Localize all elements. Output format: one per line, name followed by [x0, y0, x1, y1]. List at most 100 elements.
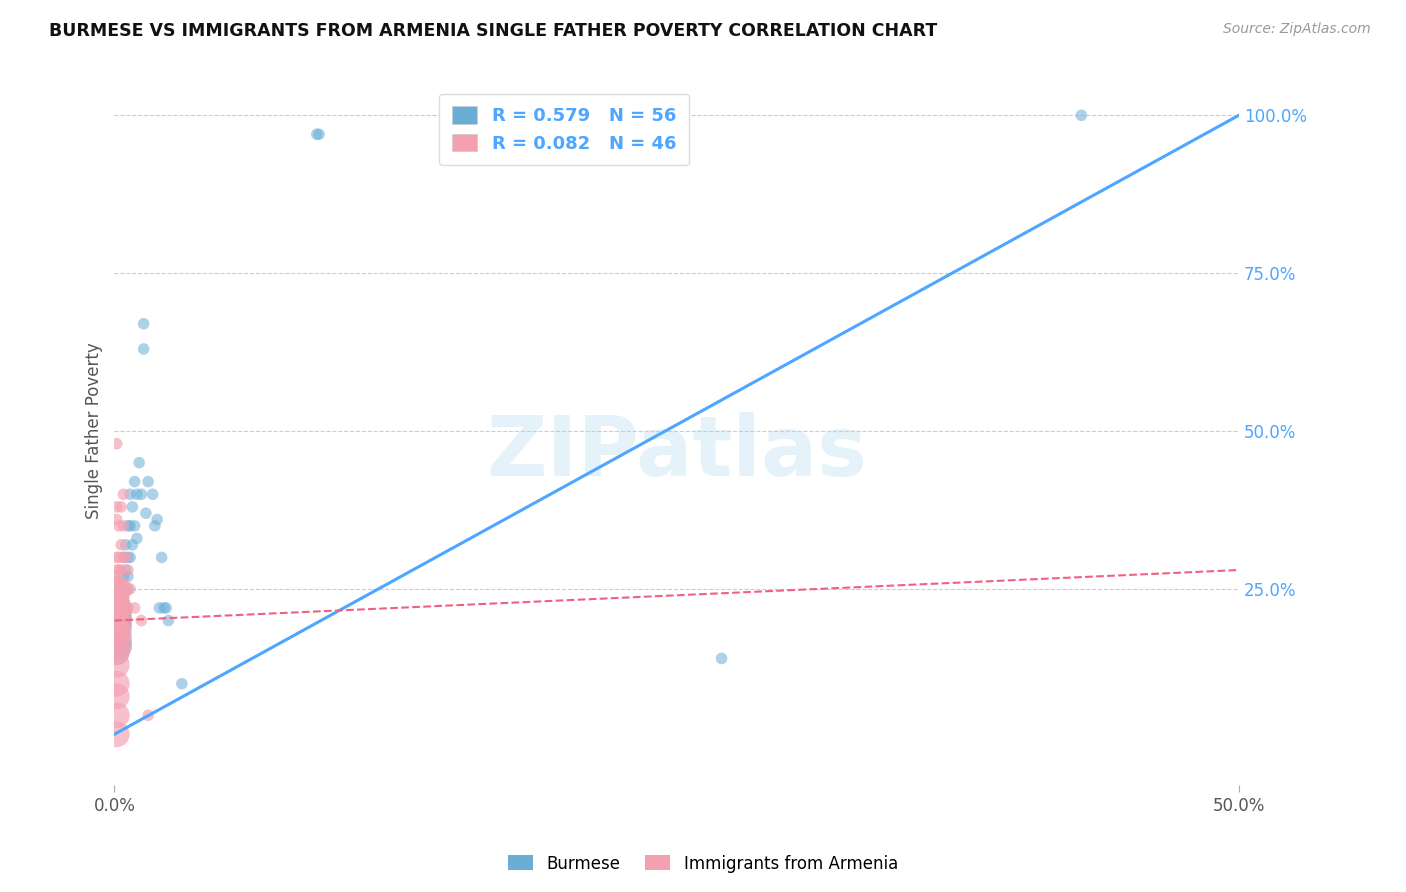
Point — [108, 620, 131, 634]
Point — [121, 538, 143, 552]
Point — [110, 500, 132, 514]
Point — [117, 601, 139, 615]
Point — [143, 518, 166, 533]
Point — [108, 639, 131, 653]
Point — [108, 601, 131, 615]
Point — [108, 518, 131, 533]
Point — [305, 128, 328, 142]
Point — [108, 626, 131, 640]
Point — [114, 538, 136, 552]
Legend: R = 0.579   N = 56, R = 0.082   N = 46: R = 0.579 N = 56, R = 0.082 N = 46 — [440, 94, 689, 165]
Point — [170, 676, 193, 690]
Point — [117, 550, 139, 565]
Text: ZIPatlas: ZIPatlas — [486, 412, 868, 492]
Text: BURMESE VS IMMIGRANTS FROM ARMENIA SINGLE FATHER POVERTY CORRELATION CHART: BURMESE VS IMMIGRANTS FROM ARMENIA SINGL… — [49, 22, 938, 40]
Point — [105, 657, 128, 672]
Point — [108, 639, 131, 653]
Point — [121, 500, 143, 514]
Point — [108, 607, 131, 622]
Point — [105, 626, 128, 640]
Point — [105, 582, 128, 596]
Point — [105, 607, 128, 622]
Point — [112, 569, 135, 583]
Point — [105, 620, 128, 634]
Point — [112, 518, 135, 533]
Point — [105, 594, 128, 608]
Point — [120, 487, 142, 501]
Point — [153, 601, 176, 615]
Point — [131, 487, 153, 501]
Point — [112, 550, 135, 565]
Point — [110, 538, 132, 552]
Point — [108, 614, 131, 628]
Point — [131, 614, 153, 628]
Point — [105, 614, 128, 628]
Point — [132, 342, 155, 356]
Point — [110, 563, 132, 577]
Point — [114, 614, 136, 628]
Point — [110, 582, 132, 596]
Point — [108, 614, 131, 628]
Point — [136, 708, 159, 723]
Point — [157, 614, 180, 628]
Point — [108, 550, 131, 565]
Point — [110, 601, 132, 615]
Point — [108, 582, 131, 596]
Point — [108, 632, 131, 647]
Point — [124, 475, 146, 489]
Point — [135, 506, 157, 520]
Point — [105, 563, 128, 577]
Point — [150, 550, 173, 565]
Point — [105, 601, 128, 615]
Point — [114, 550, 136, 565]
Point — [112, 601, 135, 615]
Point — [114, 582, 136, 596]
Point — [125, 487, 148, 501]
Point — [114, 601, 136, 615]
Y-axis label: Single Father Poverty: Single Father Poverty — [86, 343, 103, 519]
Point — [105, 708, 128, 723]
Point — [136, 475, 159, 489]
Point — [105, 500, 128, 514]
Point — [105, 436, 128, 450]
Point — [105, 620, 128, 634]
Point — [117, 582, 139, 596]
Point — [114, 563, 136, 577]
Point — [105, 632, 128, 647]
Point — [105, 632, 128, 647]
Point — [117, 569, 139, 583]
Point — [108, 563, 131, 577]
Point — [105, 569, 128, 583]
Point — [105, 614, 128, 628]
Point — [108, 601, 131, 615]
Point — [142, 487, 165, 501]
Text: Source: ZipAtlas.com: Source: ZipAtlas.com — [1223, 22, 1371, 37]
Point — [128, 456, 150, 470]
Point — [117, 518, 139, 533]
Point — [105, 626, 128, 640]
Legend: Burmese, Immigrants from Armenia: Burmese, Immigrants from Armenia — [502, 848, 904, 880]
Point — [110, 614, 132, 628]
Point — [155, 601, 177, 615]
Point — [105, 727, 128, 741]
Point — [124, 601, 146, 615]
Point — [110, 582, 132, 596]
Point — [105, 690, 128, 704]
Point — [110, 601, 132, 615]
Point — [148, 601, 170, 615]
Point — [710, 651, 733, 665]
Point — [105, 676, 128, 690]
Point — [112, 550, 135, 565]
Point — [117, 563, 139, 577]
Point — [125, 532, 148, 546]
Point — [105, 645, 128, 659]
Point — [308, 128, 330, 142]
Point — [1070, 108, 1092, 122]
Point — [146, 512, 169, 526]
Point — [105, 512, 128, 526]
Point — [110, 626, 132, 640]
Point — [120, 518, 142, 533]
Point — [105, 645, 128, 659]
Point — [108, 575, 131, 590]
Point — [105, 588, 128, 602]
